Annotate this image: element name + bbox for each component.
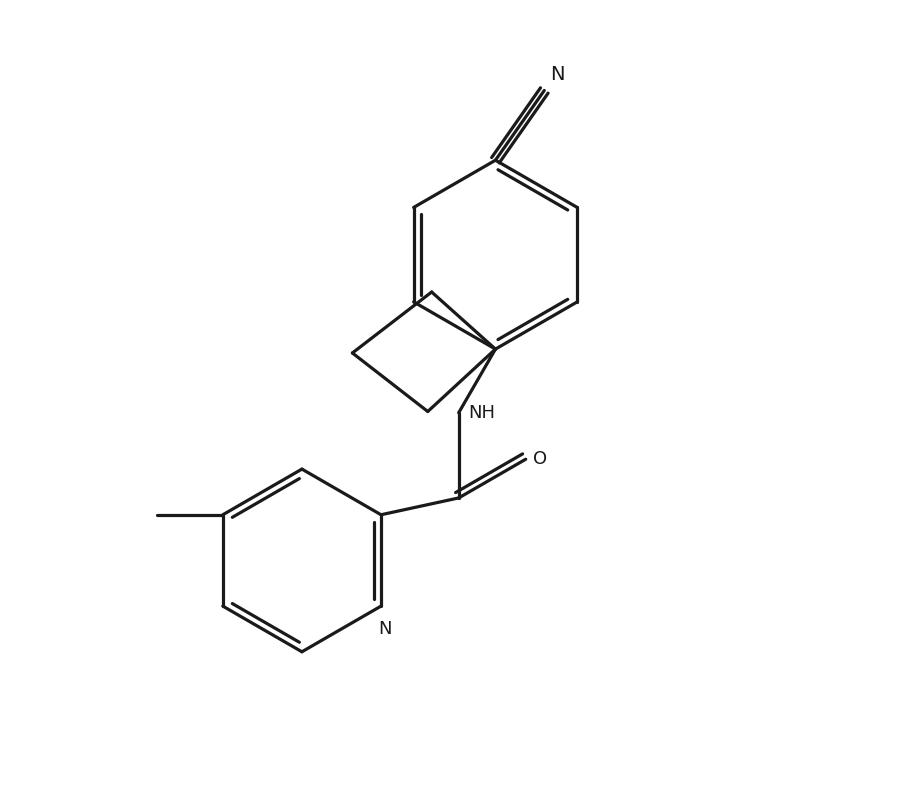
Text: O: O bbox=[533, 450, 548, 468]
Text: N: N bbox=[550, 65, 565, 84]
Text: NH: NH bbox=[468, 403, 495, 422]
Text: N: N bbox=[378, 620, 392, 638]
